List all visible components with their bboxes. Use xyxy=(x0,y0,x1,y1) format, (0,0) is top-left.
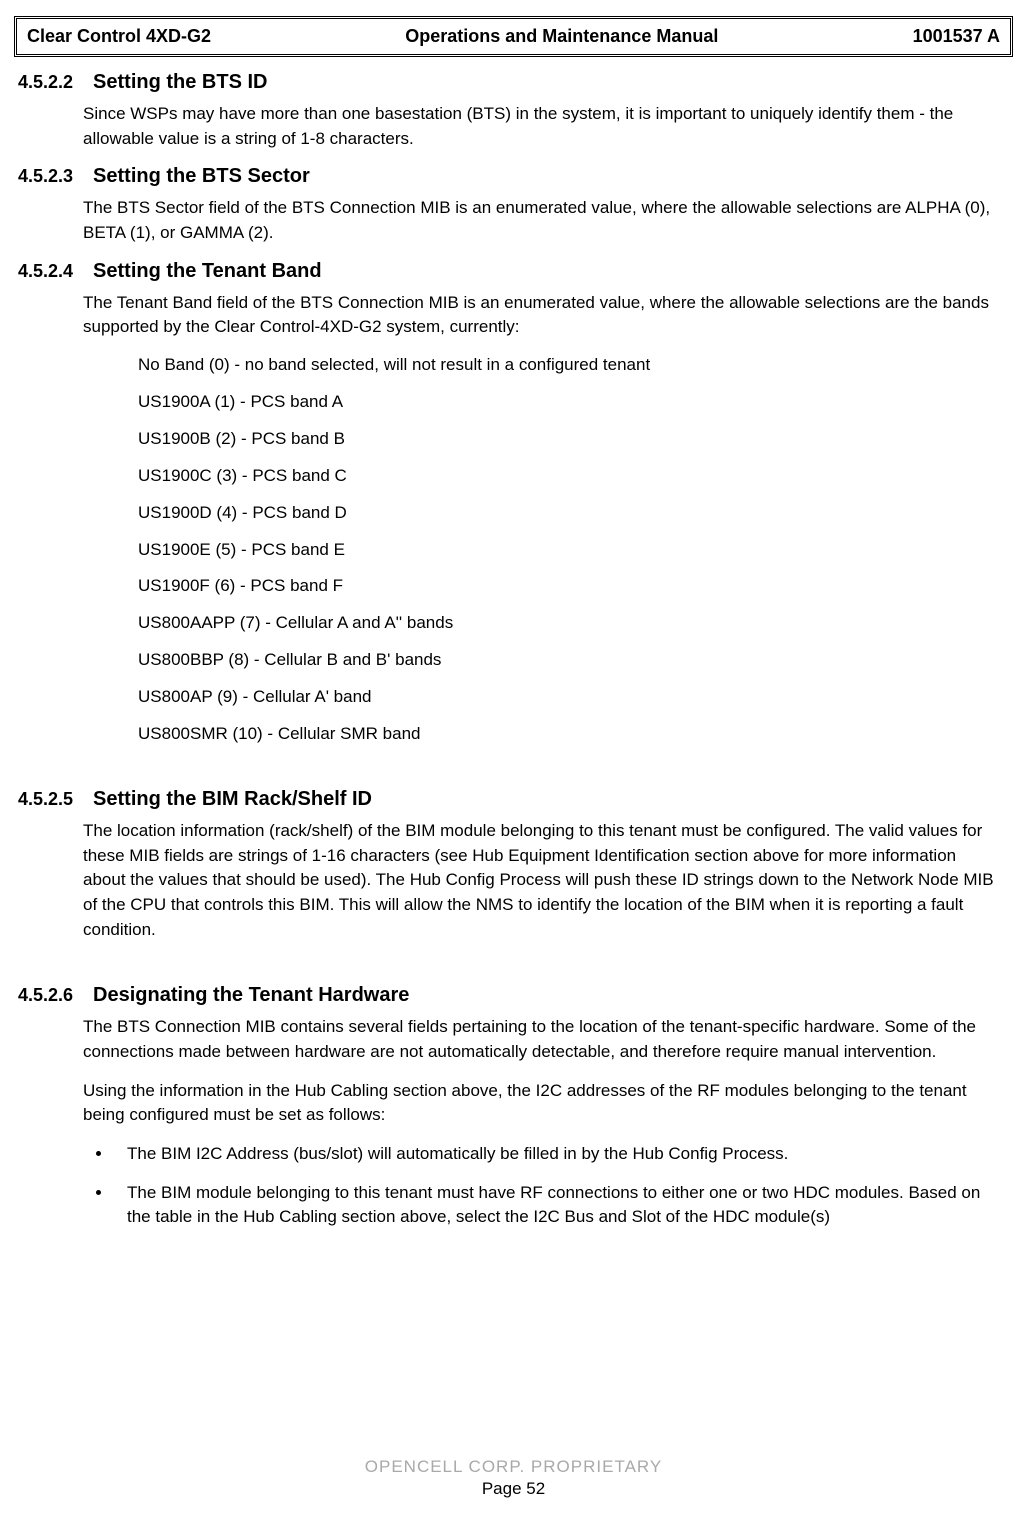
section-heading: 4.5.2.2 Setting the BTS ID xyxy=(18,71,1009,94)
page-header: Clear Control 4XD-G2 Operations and Main… xyxy=(14,16,1013,57)
page-container: Clear Control 4XD-G2 Operations and Main… xyxy=(0,0,1027,1513)
list-item: US1900B (2) - PCS band B xyxy=(138,428,1003,451)
section: 4.5.2.2 Setting the BTS ID Since WSPs may … xyxy=(18,71,1009,151)
bullet-item: The BIM I2C Address (bus/slot) will auto… xyxy=(113,1142,1003,1167)
section-number: 4.5.2.5 xyxy=(18,789,73,810)
section: 4.5.2.5 Setting the BIM Rack/Shelf ID The … xyxy=(18,788,1009,942)
section-title: Setting the BTS Sector xyxy=(93,165,310,188)
list-item: US1900C (3) - PCS band C xyxy=(138,465,1003,488)
paragraph: The BTS Connection MIB contains several … xyxy=(83,1015,1003,1064)
paragraph: The BTS Sector field of the BTS Connecti… xyxy=(83,196,1003,245)
section: 4.5.2.3 Setting the BTS Sector The BTS Sec… xyxy=(18,165,1009,245)
section-body: The location information (rack/shelf) of… xyxy=(83,819,1003,942)
section-number: 4.5.2.4 xyxy=(18,261,73,282)
list-item: US800AP (9) - Cellular A' band xyxy=(138,686,1003,709)
section-title: Setting the BIM Rack/Shelf ID xyxy=(93,788,372,811)
section-title: Setting the BTS ID xyxy=(93,71,267,94)
section-heading: 4.5.2.3 Setting the BTS Sector xyxy=(18,165,1009,188)
section-body: Since WSPs may have more than one basest… xyxy=(83,102,1003,151)
list-item: US800BBP (8) - Cellular B and B' bands xyxy=(138,649,1003,672)
section-number: 4.5.2.2 xyxy=(18,72,73,93)
section-number: 4.5.2.6 xyxy=(18,985,73,1006)
list-item: US800AAPP (7) - Cellular A and A'' bands xyxy=(138,612,1003,635)
section: 4.5.2.4 Setting the Tenant Band The Tenant… xyxy=(18,260,1009,747)
list-item: US1900E (5) - PCS band E xyxy=(138,539,1003,562)
bullet-list: The BIM I2C Address (bus/slot) will auto… xyxy=(83,1142,1009,1230)
list-item: No Band (0) - no band selected, will not… xyxy=(138,354,1003,377)
content-area: 4.5.2.2 Setting the BTS ID Since WSPs may … xyxy=(14,57,1013,1230)
section-heading: 4.5.2.6 Designating the Tenant Hardware xyxy=(18,984,1009,1007)
spacer xyxy=(18,760,1009,788)
bullet-item: The BIM module belonging to this tenant … xyxy=(113,1181,1003,1230)
list-item: US1900D (4) - PCS band D xyxy=(138,502,1003,525)
section-heading: 4.5.2.5 Setting the BIM Rack/Shelf ID xyxy=(18,788,1009,811)
section-body: The BTS Sector field of the BTS Connecti… xyxy=(83,196,1003,245)
section-heading: 4.5.2.4 Setting the Tenant Band xyxy=(18,260,1009,283)
footer-page-number: Page 52 xyxy=(0,1479,1027,1499)
page-footer: OPENCELL CORP. PROPRIETARY Page 52 xyxy=(0,1457,1027,1499)
list-item: US1900A (1) - PCS band A xyxy=(138,391,1003,414)
paragraph: Using the information in the Hub Cabling… xyxy=(83,1079,1003,1128)
header-center: Operations and Maintenance Manual xyxy=(211,26,913,47)
list-item: US800SMR (10) - Cellular SMR band xyxy=(138,723,1003,746)
section-body: The BTS Connection MIB contains several … xyxy=(83,1015,1003,1128)
spacer xyxy=(18,956,1009,984)
paragraph: The Tenant Band field of the BTS Connect… xyxy=(83,291,1003,340)
list-item: US1900F (6) - PCS band F xyxy=(138,575,1003,598)
section-title: Setting the Tenant Band xyxy=(93,260,322,283)
section: 4.5.2.6 Designating the Tenant Hardware Th… xyxy=(18,984,1009,1229)
section-number: 4.5.2.3 xyxy=(18,166,73,187)
footer-proprietary: OPENCELL CORP. PROPRIETARY xyxy=(365,1457,662,1476)
paragraph: The location information (rack/shelf) of… xyxy=(83,819,1003,942)
enumerated-list: No Band (0) - no band selected, will not… xyxy=(138,354,1003,746)
section-title: Designating the Tenant Hardware xyxy=(93,984,409,1007)
section-body: The Tenant Band field of the BTS Connect… xyxy=(83,291,1003,340)
header-right: 1001537 A xyxy=(913,26,1000,47)
header-left: Clear Control 4XD-G2 xyxy=(27,26,211,47)
paragraph: Since WSPs may have more than one basest… xyxy=(83,102,1003,151)
